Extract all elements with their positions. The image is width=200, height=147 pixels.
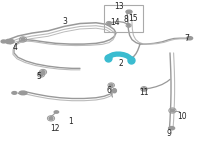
Text: 3: 3 bbox=[63, 17, 67, 26]
Circle shape bbox=[49, 117, 53, 120]
Text: 15: 15 bbox=[128, 14, 138, 23]
Circle shape bbox=[127, 24, 130, 26]
Circle shape bbox=[142, 88, 146, 90]
Text: 11: 11 bbox=[139, 88, 149, 97]
Text: 6: 6 bbox=[107, 86, 111, 95]
Ellipse shape bbox=[169, 127, 175, 130]
Text: 14: 14 bbox=[110, 18, 120, 27]
Text: 2: 2 bbox=[119, 59, 123, 69]
Ellipse shape bbox=[19, 91, 27, 95]
Text: 4: 4 bbox=[13, 42, 17, 52]
Ellipse shape bbox=[187, 37, 193, 40]
Circle shape bbox=[109, 84, 113, 87]
Ellipse shape bbox=[112, 89, 116, 93]
Text: 9: 9 bbox=[167, 129, 171, 138]
Text: 12: 12 bbox=[50, 124, 60, 133]
Text: 8: 8 bbox=[124, 15, 128, 24]
Text: 10: 10 bbox=[177, 112, 187, 121]
Ellipse shape bbox=[126, 10, 132, 13]
Ellipse shape bbox=[12, 92, 17, 94]
Ellipse shape bbox=[54, 111, 59, 113]
Text: 1: 1 bbox=[69, 117, 73, 126]
Text: 5: 5 bbox=[37, 72, 41, 81]
Circle shape bbox=[107, 22, 111, 25]
Circle shape bbox=[39, 73, 43, 76]
Circle shape bbox=[41, 71, 45, 74]
Ellipse shape bbox=[5, 39, 14, 44]
Circle shape bbox=[21, 38, 25, 41]
Text: 7: 7 bbox=[185, 34, 189, 43]
Text: 13: 13 bbox=[114, 2, 124, 11]
Circle shape bbox=[170, 109, 174, 112]
Ellipse shape bbox=[1, 40, 6, 43]
